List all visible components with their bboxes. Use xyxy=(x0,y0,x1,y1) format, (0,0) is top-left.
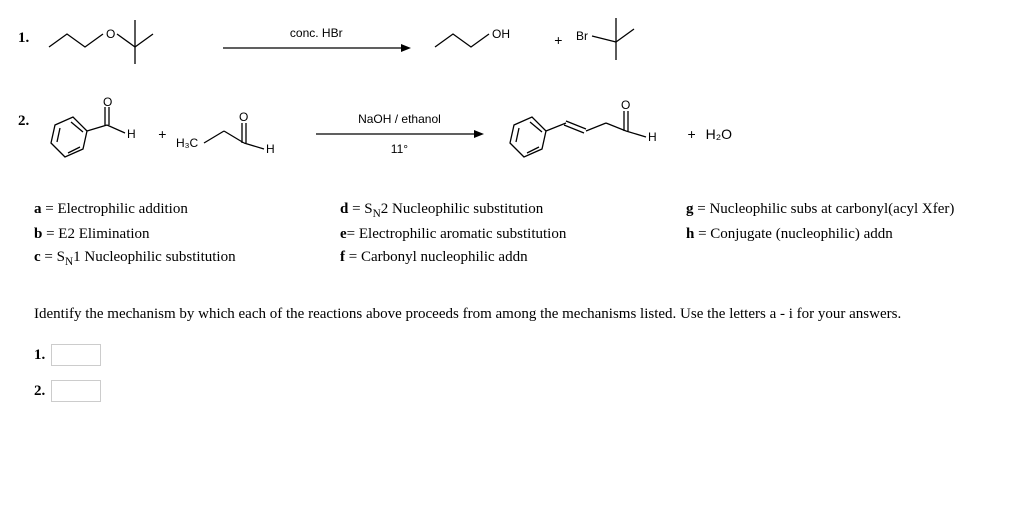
key-d: d = SN2 Nucleophilic substitution xyxy=(340,201,680,220)
key-b: b = E2 Elimination xyxy=(34,226,334,243)
reaction-2-temp: 11° xyxy=(391,142,408,156)
key-e: e= Electrophilic aromatic substitution xyxy=(340,226,680,243)
svg-text:H: H xyxy=(648,130,657,144)
reaction-2-benzaldehyde: O H xyxy=(43,95,148,173)
svg-text:H: H xyxy=(127,127,136,141)
reaction-2-propanal: H₃C O H xyxy=(176,99,296,169)
key-f: f = Carbonyl nucleophilic addn xyxy=(340,249,680,268)
plus-sign: + xyxy=(687,126,695,142)
reaction-1-reagent: conc. HBr xyxy=(290,26,343,40)
arrow-icon xyxy=(221,42,411,54)
reaction-1-reactant: O xyxy=(43,12,203,67)
arrow-icon xyxy=(314,128,484,140)
svg-text:H: H xyxy=(266,142,275,156)
key-c: c = SN1 Nucleophilic substitution xyxy=(34,249,334,268)
key-g: g = Nucleophilic subs at carbonyl(acyl X… xyxy=(686,201,1006,220)
reaction-2-water: H₂O xyxy=(706,126,732,142)
mechanism-key: a = Electrophilic addition d = SN2 Nucle… xyxy=(34,201,1006,268)
svg-text:O: O xyxy=(621,98,630,112)
svg-text:O: O xyxy=(239,110,248,124)
reaction-2-number: 2. xyxy=(18,95,29,130)
svg-text:O: O xyxy=(106,27,115,41)
svg-text:H₃C: H₃C xyxy=(176,136,199,150)
plus-sign: + xyxy=(158,126,166,142)
svg-text:OH: OH xyxy=(492,27,510,41)
answers-block: 1. 2. xyxy=(34,344,1006,402)
plus-sign: + xyxy=(554,32,562,48)
key-a: a = Electrophilic addition xyxy=(34,201,334,220)
instruction-text: Identify the mechanism by which each of … xyxy=(34,304,1006,324)
answer-input-2[interactable] xyxy=(51,380,101,402)
answer-label-1: 1. xyxy=(34,347,45,364)
svg-text:Br: Br xyxy=(576,29,588,43)
answer-row-2: 2. xyxy=(34,380,1006,402)
svg-text:O: O xyxy=(103,95,112,109)
reaction-1-product-alcohol: OH xyxy=(429,15,544,65)
answer-input-1[interactable] xyxy=(51,344,101,366)
reaction-1-row: 1. O conc. HBr OH + Br xyxy=(18,12,1006,67)
answer-label-2: 2. xyxy=(34,383,45,400)
key-h: h = Conjugate (nucleophilic) addn xyxy=(686,226,1006,243)
reaction-2-row: 2. O H + H₃C O H xyxy=(18,95,1006,173)
reaction-2-reagent: NaOH / ethanol xyxy=(358,112,441,126)
reaction-1-product-bromide: Br xyxy=(572,12,672,67)
reaction-1-arrow: conc. HBr xyxy=(221,26,411,54)
reaction-1-number: 1. xyxy=(18,12,29,47)
reaction-2-product-enal: O H xyxy=(502,95,677,173)
reaction-2-arrow: NaOH / ethanol 11° xyxy=(314,112,484,156)
answer-row-1: 1. xyxy=(34,344,1006,366)
